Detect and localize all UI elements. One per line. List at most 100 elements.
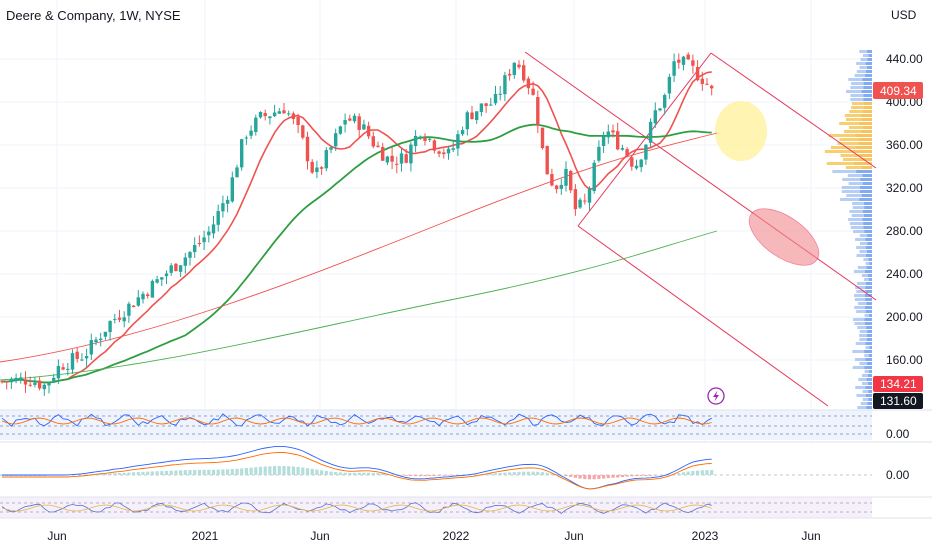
volume-bar (859, 50, 867, 53)
candle (658, 107, 662, 112)
macd-hist-bar (301, 467, 305, 475)
volume-bar-b (865, 290, 872, 293)
candle (442, 148, 446, 159)
candle (437, 150, 441, 158)
volume-bar (832, 170, 857, 173)
macd-hist-bar (188, 470, 192, 475)
volume-bar (860, 402, 868, 405)
macd-hist-bar (442, 475, 446, 476)
macd-hist-bar (512, 472, 516, 475)
volume-bar (850, 94, 864, 97)
volume-bar-b (865, 394, 872, 397)
volume-bar (847, 174, 863, 177)
price-axis[interactable]: 440.00400.00360.00320.00280.00240.00200.… (886, 52, 923, 367)
volume-bar-b (862, 126, 872, 129)
volume-bar-b (862, 210, 872, 213)
volume-bar (826, 162, 854, 165)
candle (583, 193, 587, 205)
macd-hist-bar (409, 475, 413, 477)
volume-bar-b (863, 82, 872, 85)
macd-hist-bar (522, 471, 526, 475)
candle (169, 263, 173, 276)
volume-bar-b (864, 206, 872, 209)
candle (61, 363, 65, 371)
volume-bar-b (869, 262, 872, 265)
target-ellipse-red (748, 208, 820, 266)
candle (465, 110, 469, 136)
macd-hist-bar (381, 473, 385, 475)
macd-hist-bar (432, 475, 436, 476)
candle (700, 71, 704, 91)
volume-bar-b (854, 134, 872, 137)
candle (282, 102, 286, 114)
time-axis[interactable]: Jun 2021 Jun 2022 Jun 2023 Jun (0, 517, 932, 543)
candle (517, 60, 521, 70)
candle (338, 125, 343, 135)
lightning-icon[interactable] (707, 387, 725, 405)
volume-bar (853, 318, 865, 321)
macd-hist-bar (691, 470, 695, 475)
price-tick-label: 160.00 (886, 353, 923, 367)
candle (362, 119, 366, 130)
candle (663, 93, 667, 115)
candle (146, 292, 150, 299)
macd-hist-bar (414, 475, 418, 477)
sma-200-line (0, 230, 718, 381)
volume-bar (846, 90, 862, 93)
macd-hist-bar (517, 471, 521, 475)
macd-hist-bar (254, 467, 258, 475)
volume-bar-b (856, 170, 872, 173)
volume-bar-b (865, 238, 872, 241)
macd-hist-bar (263, 466, 267, 475)
candle (334, 128, 338, 151)
volume-bar (855, 238, 866, 241)
macd-hist-bar (498, 472, 502, 475)
candle (569, 169, 573, 194)
candle (52, 373, 56, 383)
macd-hist-bar (526, 471, 530, 475)
volume-bar-b (868, 382, 872, 385)
volume-bar (861, 374, 868, 377)
macd-hist-bar (540, 472, 545, 475)
macd-hist-bar (423, 475, 427, 477)
candle (606, 124, 610, 144)
low-badge-b: 131.60 (873, 393, 923, 409)
macd-hist-bar (179, 470, 183, 475)
volume-bar-b (865, 246, 872, 249)
volume-bar (852, 206, 865, 209)
volume-bar (859, 362, 867, 365)
volume-bar (824, 150, 854, 153)
volume-bar (864, 314, 870, 317)
volume-bar-b (868, 278, 872, 281)
volume-bar (856, 310, 866, 313)
rsi-line (1, 413, 712, 427)
macd-hist-bar (136, 472, 140, 475)
candle (451, 141, 455, 153)
volume-bar (830, 146, 856, 149)
volume-bar (855, 286, 866, 289)
volume-bar (844, 114, 862, 117)
candle (348, 114, 352, 122)
volume-bar-b (865, 286, 872, 289)
volume-bar (837, 142, 859, 145)
volume-bar (861, 274, 868, 277)
macd-hist-bar (625, 475, 629, 477)
volume-bar-b (866, 302, 872, 305)
candle (352, 113, 357, 124)
volume-bar (864, 278, 869, 281)
volume-bar (839, 122, 859, 125)
volume-bar (860, 58, 868, 61)
volume-bar (849, 210, 863, 213)
candle (578, 197, 582, 210)
candle (122, 311, 126, 328)
rsi-signal-line (1, 417, 712, 425)
macd-hist-bar (211, 469, 216, 475)
volume-bar-b (855, 146, 872, 149)
volume-bar-b (863, 98, 872, 101)
volume-bar-b (867, 330, 872, 333)
macd-hist-bar (352, 472, 357, 475)
grid (0, 0, 872, 518)
macd-hist-bar (305, 468, 310, 475)
volume-bar-b (866, 362, 872, 365)
